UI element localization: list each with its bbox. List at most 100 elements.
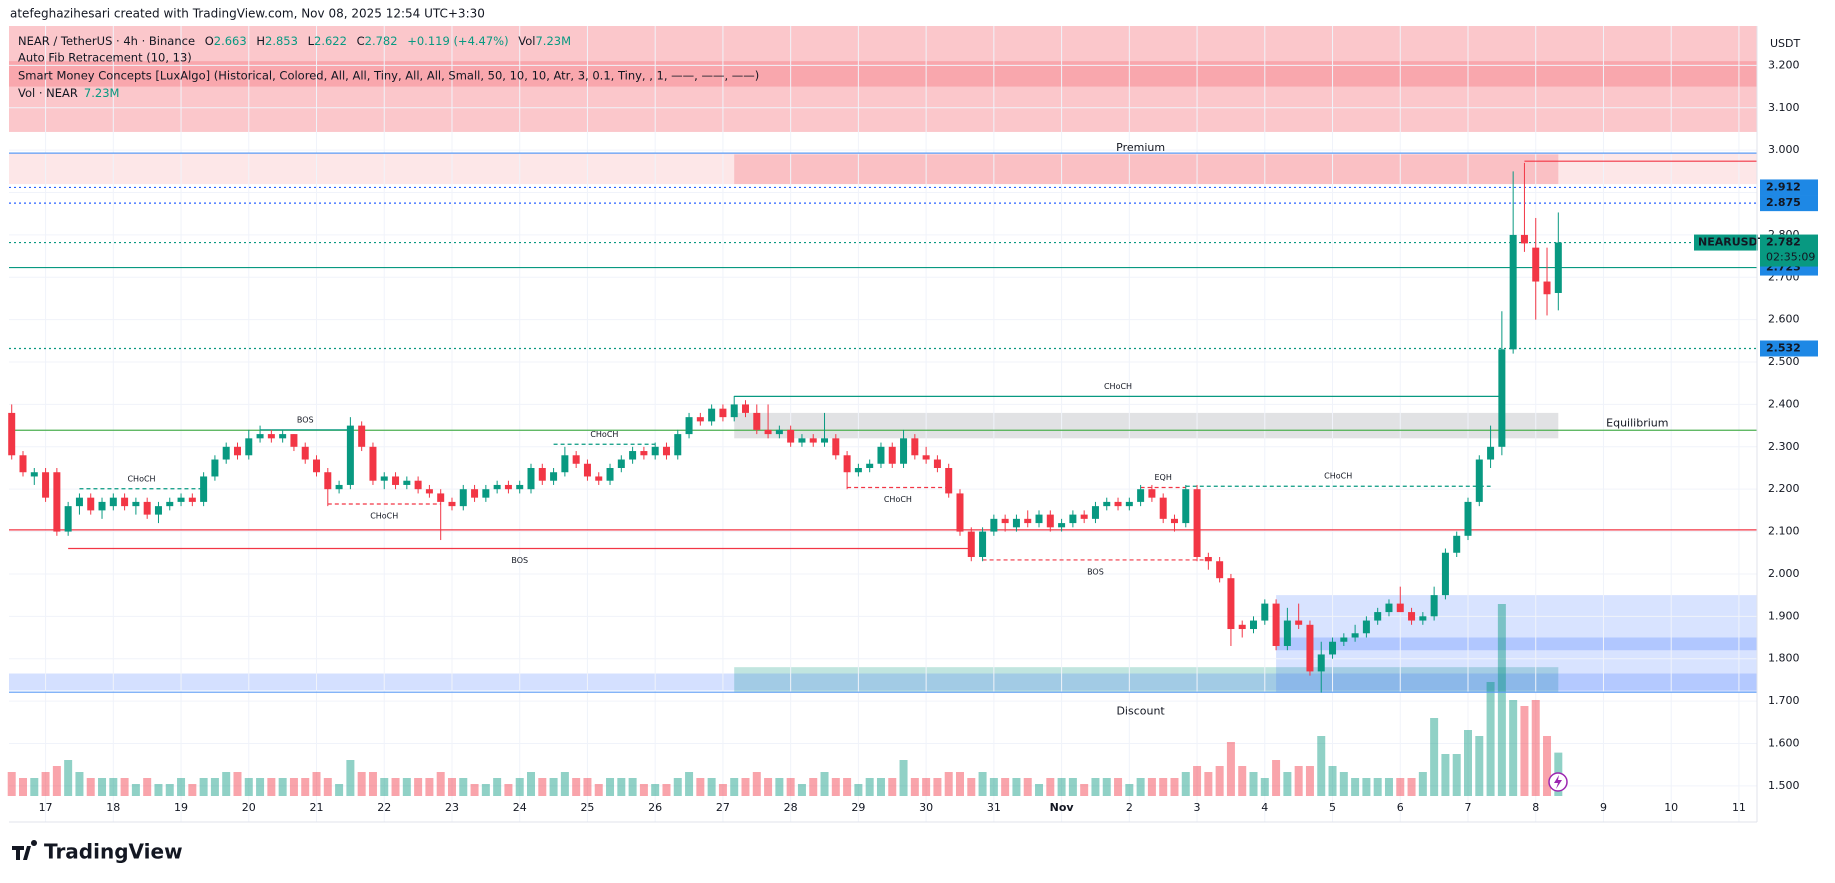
candle-body	[651, 446, 659, 456]
candle-body	[279, 434, 287, 439]
grid	[9, 26, 1757, 822]
x-tick-label: 21	[310, 801, 324, 814]
price-tag-label: 2.875	[1766, 196, 1801, 209]
candle-body	[809, 438, 817, 443]
x-tick-label: 10	[1664, 801, 1678, 814]
volume-bar	[989, 778, 998, 796]
candle-body	[1396, 603, 1404, 613]
candle-body	[1441, 552, 1449, 596]
volume-bar	[572, 778, 581, 796]
candle-body	[900, 438, 908, 464]
y-tick-label: 2.200	[1768, 482, 1800, 495]
y-tick-label: 1.500	[1768, 779, 1800, 792]
legend-change: +0.119 (+4.47%)	[407, 34, 508, 48]
candle-body	[42, 472, 50, 498]
structure-label: BOS	[511, 556, 528, 565]
candle-body	[1001, 518, 1009, 524]
x-tick-label: 20	[242, 801, 256, 814]
volume-bar	[1441, 754, 1450, 796]
volume-bar	[1170, 778, 1179, 796]
volume-bar	[1509, 700, 1518, 796]
candle-body	[1419, 616, 1427, 621]
volume-bar	[233, 772, 242, 796]
candle-body	[922, 455, 930, 460]
candle-body	[313, 459, 321, 473]
price-tag	[1760, 340, 1818, 357]
candle-body	[933, 459, 941, 468]
volume-bar	[1531, 700, 1540, 796]
volume-bar	[1351, 778, 1360, 796]
volume-bar	[685, 772, 694, 796]
x-tick-label: 9	[1600, 801, 1607, 814]
candle-body	[132, 501, 140, 507]
volume-bar	[301, 778, 310, 796]
candle-body	[1408, 612, 1416, 621]
volume-bar	[583, 778, 592, 796]
volume-bar	[741, 778, 750, 796]
candle-body	[990, 518, 998, 532]
x-tick-label: 29	[851, 801, 865, 814]
volume-bar	[1497, 604, 1506, 796]
volume-bar	[764, 778, 773, 796]
legend-key: C	[357, 34, 365, 48]
volume-bar	[1057, 778, 1066, 796]
candle-body	[233, 446, 241, 456]
candle-body	[550, 472, 558, 481]
candle-body	[1362, 620, 1370, 634]
volume-bar	[854, 784, 863, 796]
volume-bar	[797, 784, 806, 796]
volume-bar	[459, 778, 468, 796]
candle-body	[324, 472, 332, 490]
volume-bar	[707, 778, 716, 796]
zone-label: Equilibrium	[1606, 417, 1668, 430]
volume	[7, 604, 1563, 796]
candle-body	[1317, 654, 1325, 672]
symbol: NEAR / TetherUS · 4h · Binance	[18, 34, 195, 48]
x-tick-label: 24	[513, 801, 527, 814]
volume-bar	[1272, 760, 1281, 796]
volume-bar	[1543, 736, 1552, 796]
candle-body	[1340, 637, 1348, 642]
zone-label: Premium	[1116, 141, 1165, 154]
volume-bar	[718, 784, 727, 796]
volume-bar	[1249, 772, 1258, 796]
volume-bar	[425, 778, 434, 796]
current-price: 2.782	[1766, 236, 1801, 249]
candle-body	[640, 451, 648, 456]
volume-bar	[1317, 736, 1326, 796]
volume-bar	[831, 778, 840, 796]
candle-body	[527, 467, 535, 490]
x-tick-label: 8	[1532, 801, 1539, 814]
y-tick-label: 2.600	[1768, 313, 1800, 326]
x-tick-label: 23	[445, 801, 459, 814]
candle-body	[1069, 514, 1077, 524]
volume-bar	[1238, 766, 1247, 796]
volume-bar	[843, 778, 852, 796]
x-tick-label: 5	[1329, 801, 1336, 814]
volume-bar	[730, 778, 739, 796]
candle-body	[166, 501, 174, 507]
candle-body	[753, 412, 761, 430]
volume-bar	[1475, 736, 1484, 796]
candle-body	[1035, 514, 1043, 524]
structure-label: BOS	[1087, 567, 1104, 576]
indicator: Smart Money Concepts [LuxAlgo] (Historic…	[18, 69, 759, 83]
candle-body	[493, 484, 501, 490]
volume-bar	[696, 778, 705, 796]
volume-bar	[312, 772, 321, 796]
volume-bar	[1125, 784, 1134, 796]
candle-body	[956, 493, 964, 532]
volume-bar	[1023, 778, 1032, 796]
volume-bar	[7, 772, 16, 796]
volume-bar	[120, 778, 129, 796]
candle-body	[109, 497, 117, 507]
candle-body	[1103, 501, 1111, 507]
candle-body	[290, 434, 298, 447]
candle-body	[267, 434, 275, 439]
volume-bar	[662, 784, 671, 796]
volume-bar	[651, 784, 660, 796]
candle-body	[888, 446, 896, 464]
countdown: 02:35:09	[1766, 251, 1815, 264]
x-tick-label: 18	[106, 801, 120, 814]
candle-body	[222, 446, 230, 460]
